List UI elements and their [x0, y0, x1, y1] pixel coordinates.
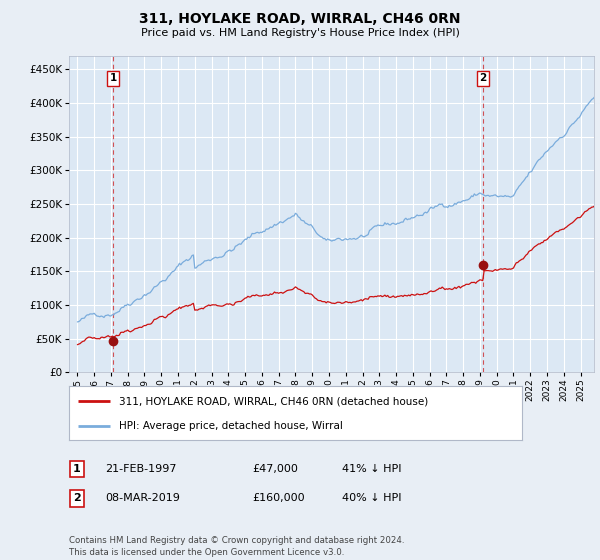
Text: 2: 2	[73, 493, 80, 503]
Text: 1: 1	[109, 73, 117, 83]
Text: £47,000: £47,000	[252, 464, 298, 474]
Text: 1: 1	[73, 464, 80, 474]
Text: 2: 2	[479, 73, 487, 83]
Text: HPI: Average price, detached house, Wirral: HPI: Average price, detached house, Wirr…	[119, 421, 343, 431]
Text: 40% ↓ HPI: 40% ↓ HPI	[342, 493, 401, 503]
Text: 08-MAR-2019: 08-MAR-2019	[105, 493, 180, 503]
Text: Price paid vs. HM Land Registry's House Price Index (HPI): Price paid vs. HM Land Registry's House …	[140, 28, 460, 38]
Text: Contains HM Land Registry data © Crown copyright and database right 2024.
This d: Contains HM Land Registry data © Crown c…	[69, 536, 404, 557]
Text: 311, HOYLAKE ROAD, WIRRAL, CH46 0RN (detached house): 311, HOYLAKE ROAD, WIRRAL, CH46 0RN (det…	[119, 396, 428, 407]
Text: 41% ↓ HPI: 41% ↓ HPI	[342, 464, 401, 474]
Text: 311, HOYLAKE ROAD, WIRRAL, CH46 0RN: 311, HOYLAKE ROAD, WIRRAL, CH46 0RN	[139, 12, 461, 26]
Text: 21-FEB-1997: 21-FEB-1997	[105, 464, 176, 474]
Text: £160,000: £160,000	[252, 493, 305, 503]
